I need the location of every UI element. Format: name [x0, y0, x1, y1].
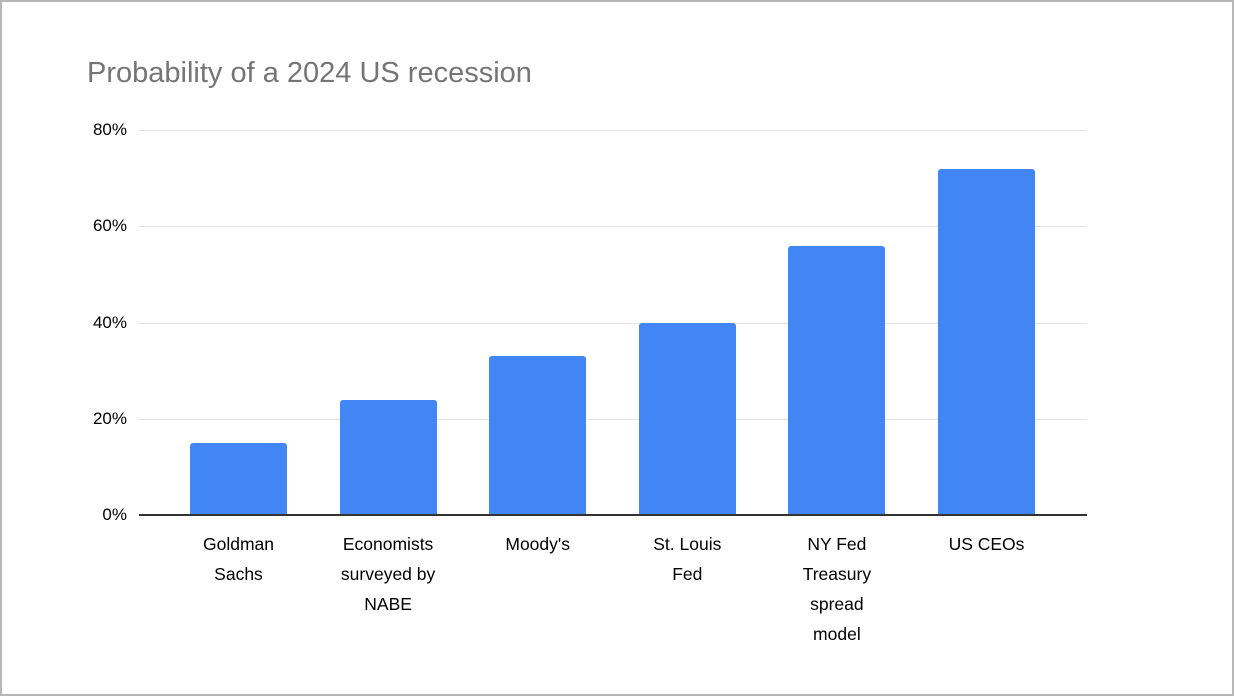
gridline-60: [139, 226, 1087, 228]
gridline-80: [139, 130, 1087, 131]
bar-goldman-sachs: [190, 442, 287, 515]
category-label-st-louis-fed: St. Louis Fed: [653, 534, 722, 584]
bar-ny-fed-treasury-spread-model: [788, 245, 886, 515]
category-label-ny-fed-treasury-spread-model: NY Fed Treasury spread model: [802, 534, 872, 644]
category-label-economists-surveyed-by-nabe: Economists surveyed by NABE: [340, 534, 436, 614]
x-axis-labels: Goldman Sachs Economists surveyed by NABE…: [139, 529, 1087, 669]
y-tick-label-0: 0%: [102, 505, 127, 524]
plot-area: Goldman Sachs Economists surveyed by NABE…: [139, 130, 1087, 644]
y-tick-label-80: 80%: [92, 120, 127, 139]
category-label-us-ceos: US CEOs: [948, 534, 1025, 554]
bar-economists-surveyed-by-nabe: [339, 399, 437, 515]
y-tick-label-20: 20%: [92, 408, 127, 428]
bars: [139, 130, 1087, 515]
category-label-moody-s: Moody's: [505, 534, 570, 554]
gridline-20: [139, 418, 1087, 420]
bar-st-louis-fed: [638, 322, 736, 515]
gridline-40: [139, 322, 1087, 324]
bar-moody-s: [489, 356, 587, 515]
y-tick-label-60: 60%: [92, 216, 127, 236]
y-axis-labels: 0% 20% 40% 60% 80%: [2, 2, 127, 698]
y-tick-label-40: 40%: [92, 312, 127, 332]
category-label-goldman-sachs: Goldman Sachs: [202, 534, 274, 584]
chart-title: Probability of a 2024 US recession: [87, 57, 532, 89]
bar-us-ceos: [938, 168, 1035, 515]
x-axis-line: [139, 514, 1087, 516]
